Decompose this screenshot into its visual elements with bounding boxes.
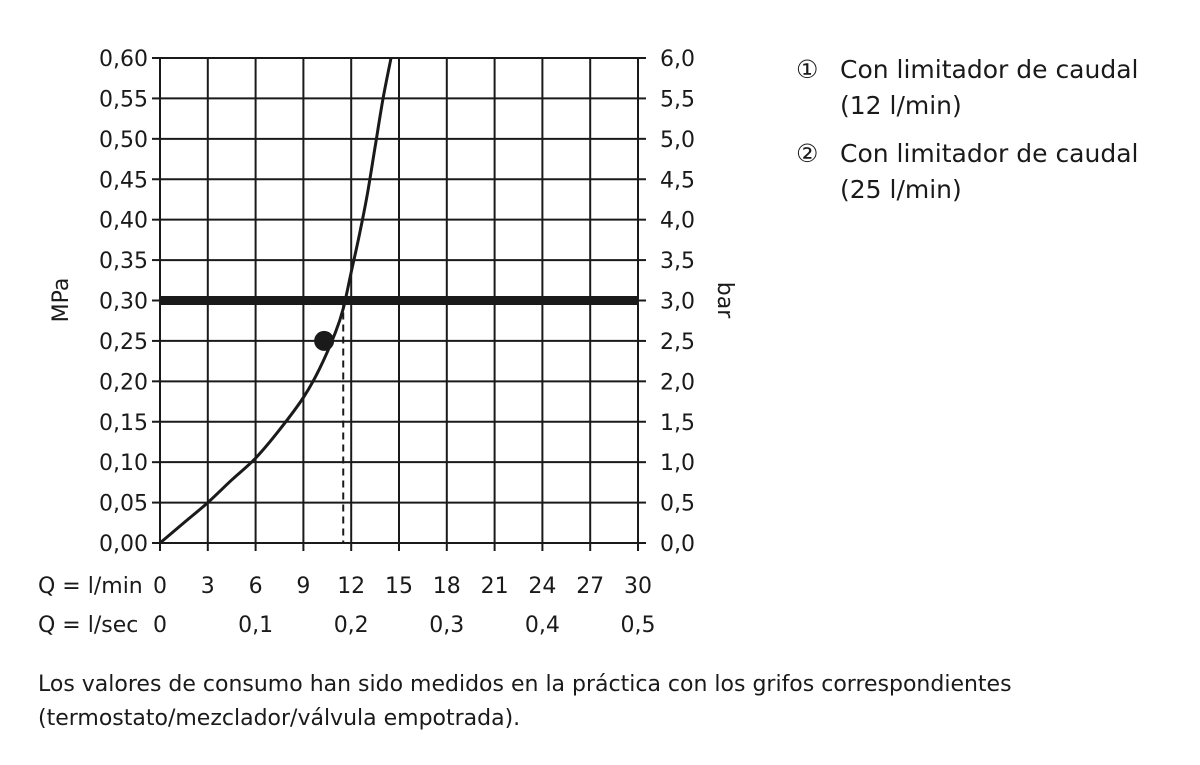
legend: ① Con limitador de caudal (12 l/min) ② C… bbox=[796, 52, 1186, 220]
y-right-tick-label: 4,0 bbox=[660, 209, 695, 234]
footnote: Los valores de consumo han sido medidos … bbox=[38, 672, 1012, 731]
x-lmin-tick-label: 21 bbox=[481, 574, 509, 599]
legend-text-2: Con limitador de caudal (25 l/min) bbox=[840, 139, 1139, 204]
y-left-tick-label: 0,35 bbox=[99, 249, 148, 274]
y-left-tick-label: 0,00 bbox=[99, 532, 148, 557]
y-left-tick-label: 0,20 bbox=[99, 370, 148, 395]
series-layer bbox=[159, 57, 638, 545]
y-right-tick-label: 4,5 bbox=[660, 168, 695, 193]
y-left-tick-label: 0,30 bbox=[99, 290, 148, 315]
x-lsec-tick-label: 0,4 bbox=[525, 613, 560, 638]
y-right-tick-label: 1,0 bbox=[660, 451, 695, 476]
y-right-tick-label: 0,5 bbox=[660, 492, 695, 517]
y-left-tick-label: 0,25 bbox=[99, 330, 148, 355]
y-right-tick-label: 5,0 bbox=[660, 128, 695, 153]
x-lsec-tick-label: 0,1 bbox=[238, 613, 273, 638]
y-left-tick-label: 0,50 bbox=[99, 128, 148, 153]
x-axis-lmin-label: Q = l/min bbox=[38, 574, 143, 599]
marker-point bbox=[314, 330, 335, 351]
x-lmin-tick-label: 30 bbox=[624, 574, 652, 599]
legend-item-2: ② Con limitador de caudal (25 l/min) bbox=[796, 136, 1186, 208]
x-lsec-tick-label: 0,5 bbox=[621, 613, 656, 638]
y-right-tick-label: 5,5 bbox=[660, 87, 695, 112]
legend-marker-2: ② bbox=[796, 139, 819, 168]
series-line-1 bbox=[159, 57, 393, 545]
x-lsec-tick-label: 0,3 bbox=[429, 613, 464, 638]
x-lmin-tick-label: 12 bbox=[337, 574, 365, 599]
x-lmin-tick-label: 15 bbox=[385, 574, 413, 599]
x-lmin-tick-label: 24 bbox=[528, 574, 556, 599]
y-left-tick-label: 0,40 bbox=[99, 209, 148, 234]
x-lmin-tick-label: 9 bbox=[296, 574, 310, 599]
y-left-tick-label: 0,55 bbox=[99, 87, 148, 112]
y-left-tick-label: 0,10 bbox=[99, 451, 148, 476]
x-lmin-tick-label: 27 bbox=[576, 574, 604, 599]
y-left-tick-label: 0,45 bbox=[99, 168, 148, 193]
y-axis-right: 0,0 0,5 1,0 1,5 2,0 2,5 3,0 3,5 4,0 4,5 5,0 5,5 6,0 bbox=[638, 47, 695, 557]
y-right-tick-label: 6,0 bbox=[660, 47, 695, 72]
x-lmin-tick-label: 6 bbox=[249, 574, 263, 599]
x-axis-lsec-label: Q = l/sec bbox=[38, 613, 138, 638]
x-lsec-tick-label: 0 bbox=[153, 613, 167, 638]
x-axis: 0 3 6 9 12 15 18 21 24 27 30 0 0,1 0,2 0,3 0,4 0,5 bbox=[153, 543, 656, 638]
y-right-tick-label: 2,0 bbox=[660, 370, 695, 395]
y-right-tick-label: 1,5 bbox=[660, 411, 695, 436]
y-left-tick-label: 0,15 bbox=[99, 411, 148, 436]
x-lmin-tick-label: 18 bbox=[433, 574, 461, 599]
y-right-tick-label: 0,0 bbox=[660, 532, 695, 557]
x-lmin-tick-label: 0 bbox=[153, 574, 167, 599]
y-right-tick-label: 3,0 bbox=[660, 290, 695, 315]
x-lsec-tick-label: 0,2 bbox=[334, 613, 369, 638]
legend-marker-1: ① bbox=[796, 55, 819, 84]
y-right-tick-label: 2,5 bbox=[660, 330, 695, 355]
y-left-tick-label: 0,60 bbox=[99, 47, 148, 72]
y-axis-left: 0,00 0,05 0,10 0,15 0,20 0,25 0,30 0,35 0,40 0,45… bbox=[99, 47, 160, 557]
y-axis-left-label: MPa bbox=[49, 278, 74, 323]
legend-text-1: Con limitador de caudal (12 l/min) bbox=[840, 55, 1139, 120]
legend-item-1: ① Con limitador de caudal (12 l/min) bbox=[796, 52, 1186, 124]
y-right-tick-label: 3,5 bbox=[660, 249, 695, 274]
x-lmin-tick-label: 3 bbox=[201, 574, 215, 599]
y-axis-right-label: bar bbox=[712, 282, 737, 319]
y-left-tick-label: 0,05 bbox=[99, 492, 148, 517]
